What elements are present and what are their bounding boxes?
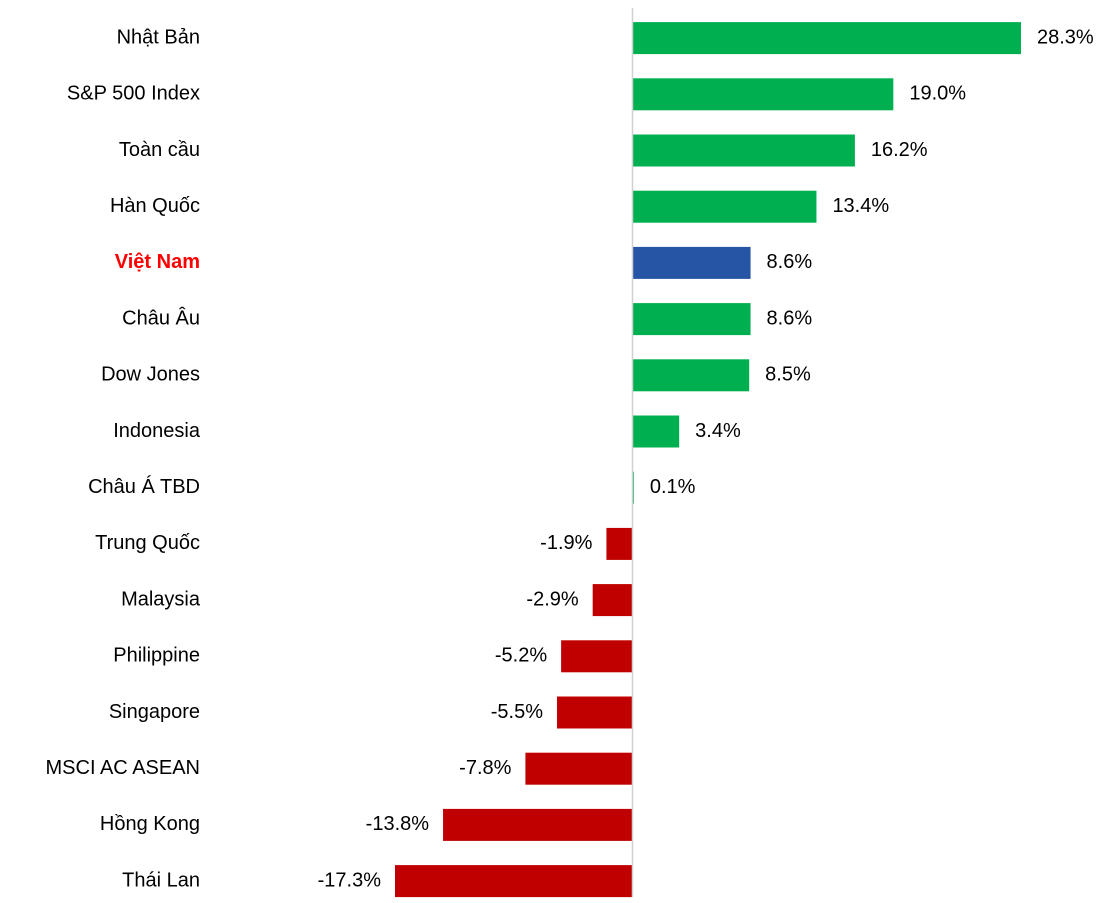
value-label: 8.6% <box>767 251 813 273</box>
bar <box>606 527 633 560</box>
bar <box>632 134 855 167</box>
value-label: -17.3% <box>318 869 382 891</box>
bar <box>395 865 633 898</box>
bar <box>632 190 817 223</box>
value-label: 0.1% <box>650 476 696 498</box>
bar <box>561 640 633 673</box>
bar <box>443 808 633 841</box>
value-label: -5.5% <box>491 701 543 723</box>
category-label: Dow Jones <box>101 364 200 386</box>
category-label: MSCI AC ASEAN <box>46 757 201 779</box>
bar <box>632 303 751 336</box>
category-label: Việt Nam <box>115 251 200 273</box>
value-label: 16.2% <box>871 139 928 161</box>
category-label: S&P 500 Index <box>67 83 200 105</box>
category-label: Philippine <box>113 645 200 667</box>
value-label: 13.4% <box>832 195 889 217</box>
category-label: Nhật Bản <box>117 26 200 48</box>
category-label: Trung Quốc <box>95 532 200 554</box>
category-label: Toàn cầu <box>119 139 200 161</box>
bar <box>592 584 633 617</box>
value-label: 28.3% <box>1037 26 1094 48</box>
bar <box>632 246 751 279</box>
bar <box>556 696 633 729</box>
bar <box>525 752 633 785</box>
value-label: 8.5% <box>765 364 811 386</box>
category-label: Châu Á TBD <box>88 475 200 498</box>
value-label: 19.0% <box>909 83 966 105</box>
bar <box>632 78 894 111</box>
category-label: Châu Âu <box>122 306 200 329</box>
category-label: Hàn Quốc <box>110 195 200 217</box>
category-label: Thái Lan <box>122 869 200 891</box>
bar <box>632 22 1021 55</box>
category-label: Hồng Kong <box>100 813 200 835</box>
value-label: -13.8% <box>366 813 430 835</box>
value-label: -5.2% <box>495 645 547 667</box>
category-label: Malaysia <box>121 588 201 610</box>
bar <box>632 359 750 392</box>
value-label: 8.6% <box>767 307 813 329</box>
value-label: -2.9% <box>526 588 578 610</box>
value-label: -7.8% <box>459 757 511 779</box>
bar <box>632 415 680 448</box>
category-label: Singapore <box>109 701 200 723</box>
value-label: 3.4% <box>695 420 741 442</box>
category-label: Indonesia <box>113 420 201 442</box>
value-label: -1.9% <box>540 532 592 554</box>
